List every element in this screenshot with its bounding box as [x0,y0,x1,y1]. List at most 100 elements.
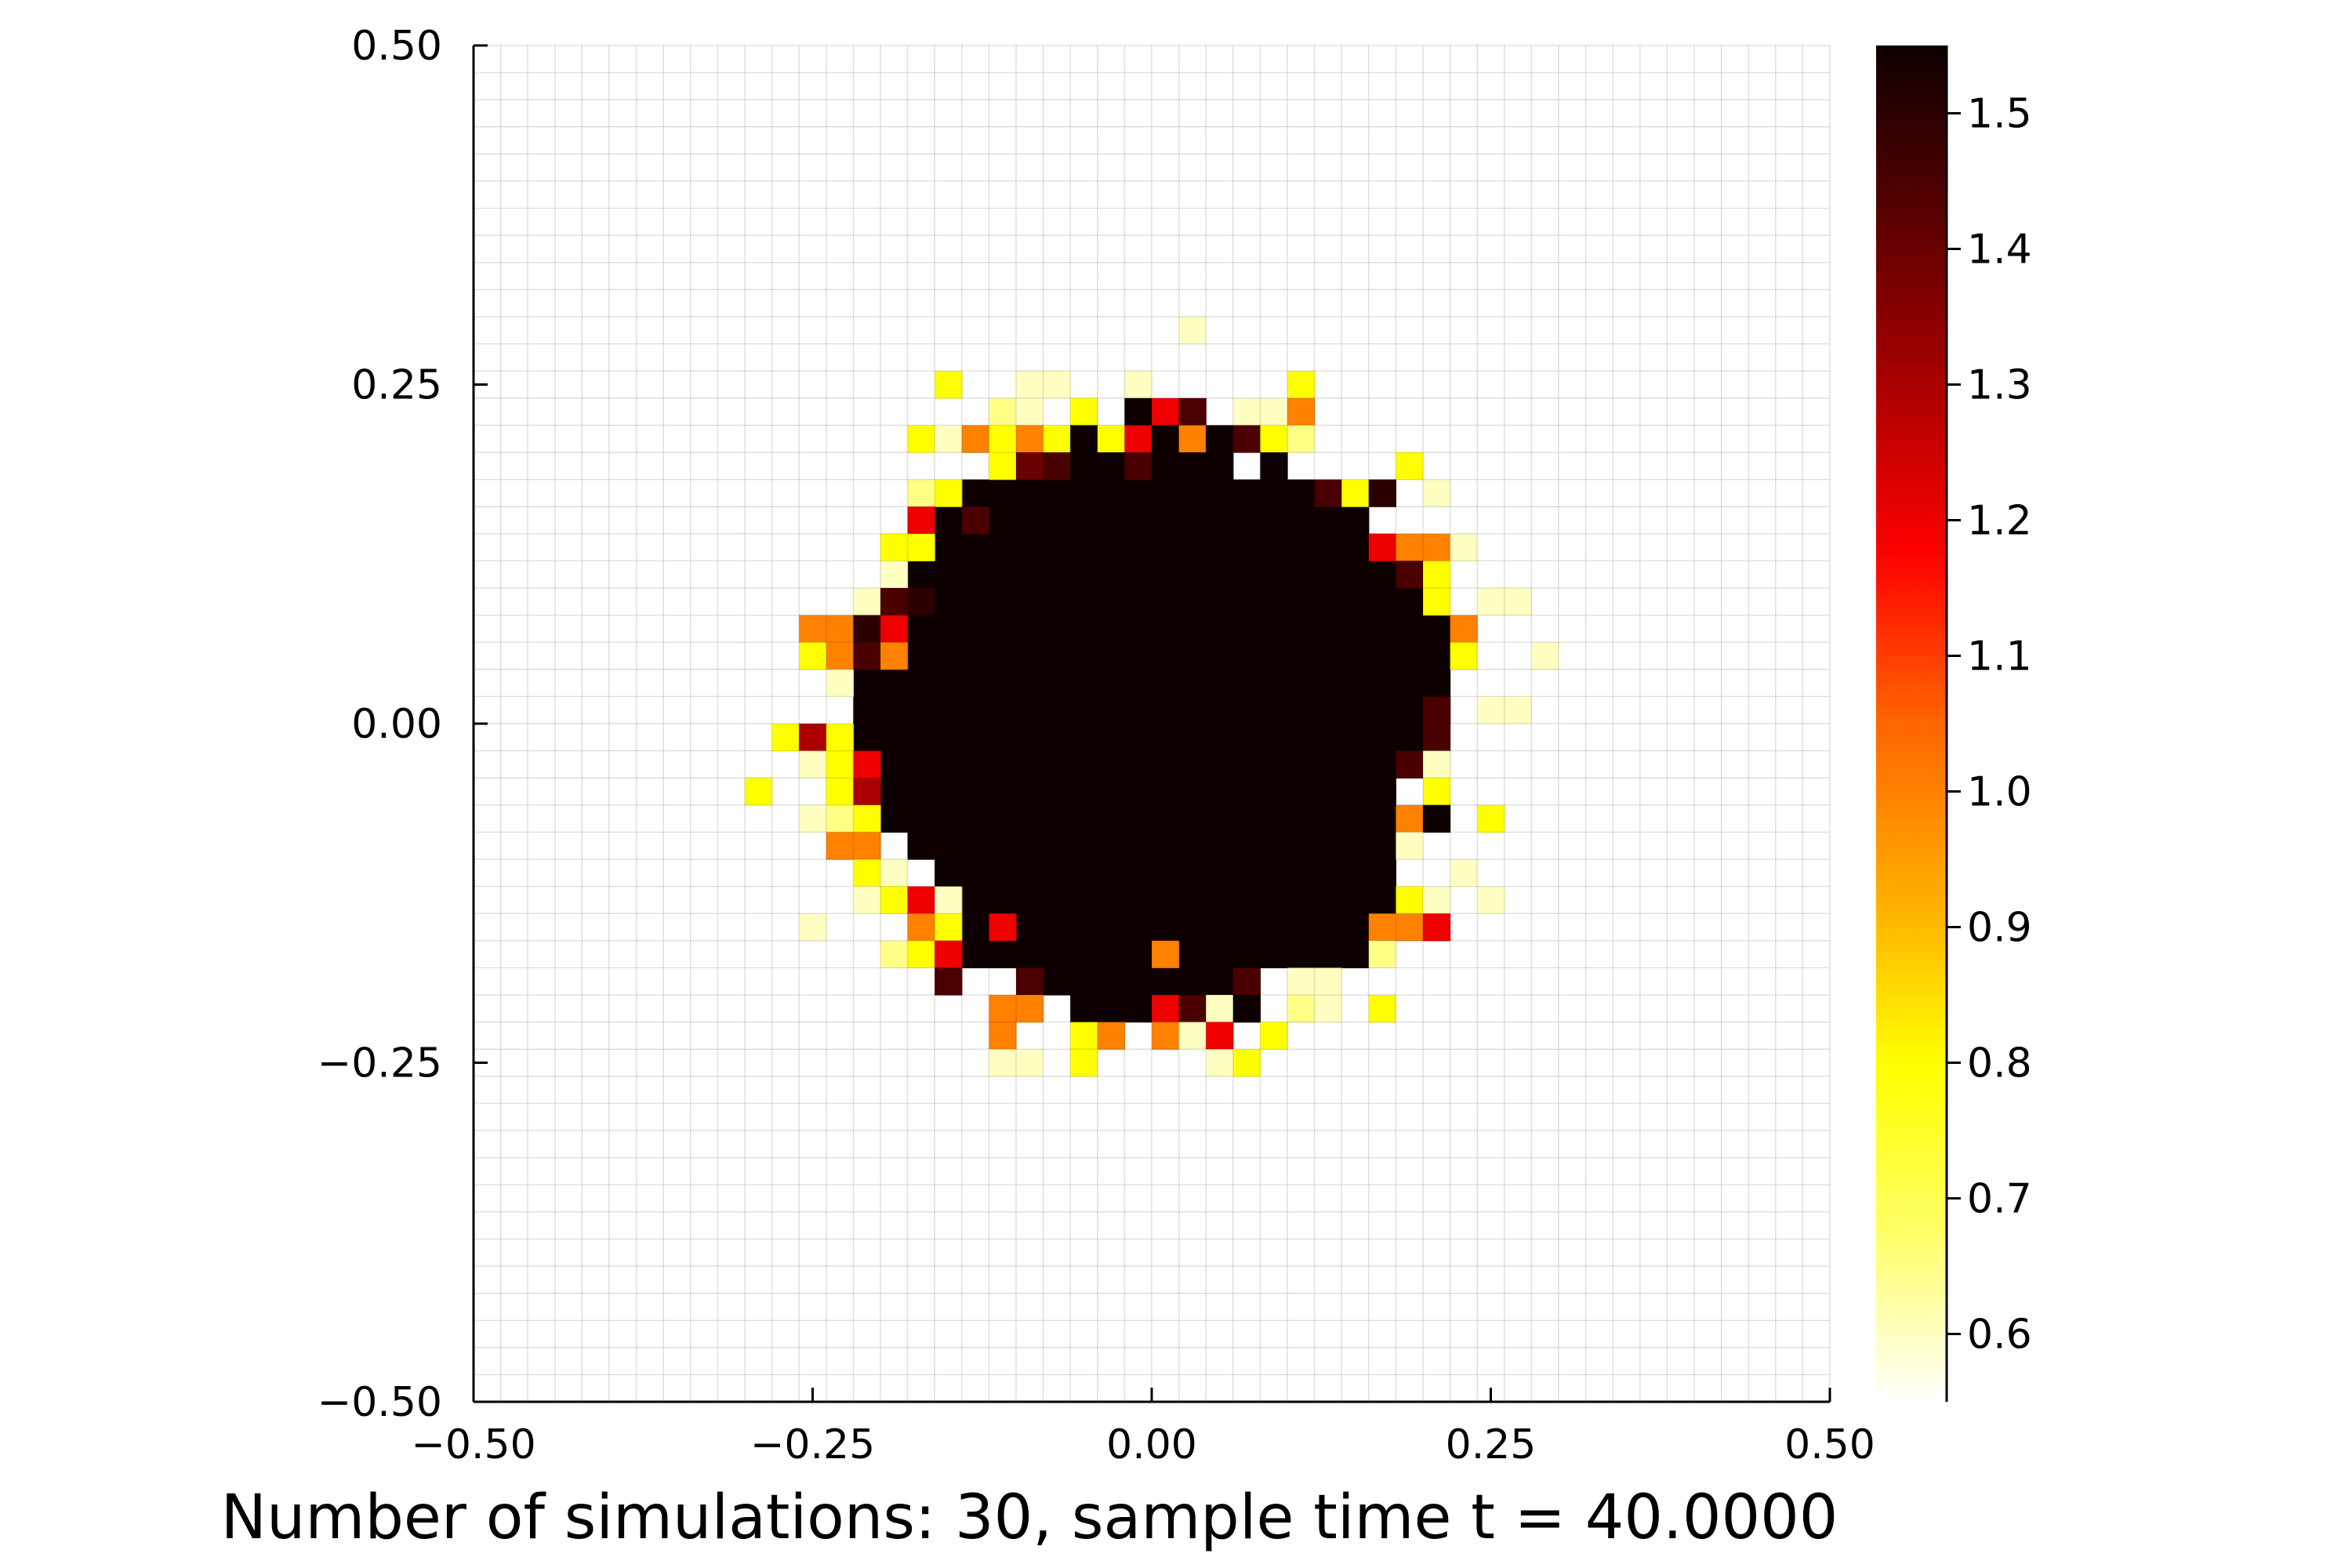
heatmap-cell [1206,669,1234,697]
heatmap-cell [1314,506,1342,535]
heatmap-cell [853,886,881,914]
heatmap-cell [1070,804,1098,833]
heatmap-cell [1232,967,1261,996]
heatmap-cell [1124,724,1152,752]
heatmap-cell [935,913,963,942]
heatmap-cell [1450,615,1478,643]
heatmap-cell [1016,615,1044,643]
heatmap-cell [1206,533,1234,561]
heatmap-cell [935,804,963,833]
heatmap-cell [853,642,881,670]
heatmap-cells [745,317,1559,1077]
heatmap-cell [1396,804,1424,833]
heatmap-cell [1314,859,1342,887]
heatmap-cell [1070,724,1098,752]
y-tick-label: −0.50 [318,1379,442,1426]
heatmap-cell [1124,452,1152,481]
heatmap-cell [1097,967,1125,996]
heatmap-cell [1043,940,1071,968]
heatmap-cell [1070,778,1098,806]
grid-lines [473,45,1831,1403]
colorbar-tick-label: 0.9 [1967,905,2032,952]
heatmap-cell [907,724,935,752]
heatmap-cell [1341,615,1370,643]
heatmap-cell [1097,1022,1125,1050]
heatmap-cell [989,778,1017,806]
heatmap-cell [1152,696,1180,724]
heatmap-cell [1341,669,1370,697]
heatmap-cell [1016,371,1044,399]
axes [472,44,1831,1403]
heatmap-cell [1232,669,1261,697]
heatmap-cell [935,778,963,806]
heatmap-cell [1341,750,1370,779]
heatmap-cell [1016,669,1044,697]
heatmap-cell [935,642,963,670]
heatmap-cell [961,832,989,860]
heatmap-cell [961,615,989,643]
heatmap-cell [989,696,1017,724]
heatmap-cell [1260,696,1288,724]
heatmap-cell [1341,588,1370,616]
heatmap-cell [826,804,854,833]
heatmap-cell [1043,371,1071,399]
heatmap-cell [1232,561,1261,589]
heatmap-cell [1178,886,1207,914]
heatmap-cell [799,750,827,779]
heatmap-cell [853,804,881,833]
heatmap-cell [935,832,963,860]
heatmap-cell [1232,696,1261,724]
heatmap-cell [1314,913,1342,942]
heatmap-cell [1423,669,1451,697]
heatmap-cell [989,940,1017,968]
heatmap-cell [1287,832,1316,860]
heatmap-cell [1206,778,1234,806]
heatmap-cell [1043,750,1071,779]
heatmap-cell [1206,724,1234,752]
heatmap-cell [907,886,935,914]
heatmap-cell [1206,913,1234,942]
heatmap-cell [1097,724,1125,752]
heatmap-cell [907,940,935,968]
heatmap-cell [1368,724,1396,752]
heatmap-cell [1232,724,1261,752]
heatmap-cell [1124,967,1152,996]
heatmap-cell [1070,832,1098,860]
heatmap-cell [1206,940,1234,968]
heatmap-cell [1178,696,1207,724]
heatmap-cell [1178,832,1207,860]
heatmap-cell [989,724,1017,752]
heatmap-cell [1016,588,1044,616]
heatmap-cell [1152,1022,1180,1050]
heatmap-cell [1341,832,1370,860]
heatmap-cell [1097,669,1125,697]
heatmap-cell [1206,642,1234,670]
heatmap-cell [1504,588,1532,616]
heatmap-cell [907,642,935,670]
heatmap-cell [1260,425,1288,453]
heatmap-cell [1043,967,1071,996]
heatmap-cell [907,804,935,833]
colorbar-tick-label: 1.0 [1967,769,2032,816]
heatmap-cell [935,479,963,507]
heatmap-cell [1124,397,1152,426]
heatmap-cell [771,724,800,752]
heatmap-cell [1396,615,1424,643]
heatmap-cell [1368,886,1396,914]
heatmap-cell [1206,425,1234,453]
heatmap-cell [1016,425,1044,453]
heatmap-cell [1097,832,1125,860]
heatmap-cell [853,832,881,860]
heatmap-cell [1287,561,1316,589]
heatmap-cell [1097,642,1125,670]
heatmap-cell [1260,397,1288,426]
heatmap-cell [799,615,827,643]
heatmap-cell [880,886,909,914]
heatmap-cell [1232,995,1261,1023]
heatmap-cell [1423,479,1451,507]
heatmap-cell [1232,940,1261,968]
heatmap-cell [1423,588,1451,616]
heatmap-cell [1016,506,1044,535]
heatmap-cell [907,506,935,535]
heatmap-cell [1070,886,1098,914]
